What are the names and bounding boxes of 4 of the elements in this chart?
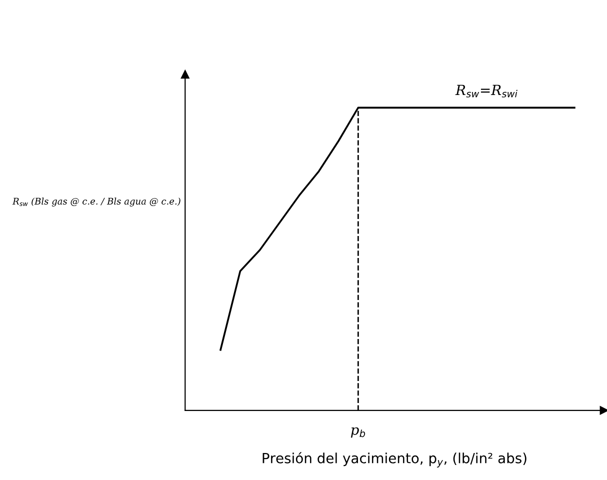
text: p$_{b}$ — [350, 427, 366, 438]
x-axis-title: Presión del yacimiento, p$_{y}$, (lb/in² abs) — [262, 452, 526, 468]
y-axis-title: R$_{sw}$ (Bls gas @ c.e. / Bls agua @ c.e.) — [12, 198, 180, 206]
text: R$_{sw}$=R$_{swi}$ — [455, 84, 518, 98]
